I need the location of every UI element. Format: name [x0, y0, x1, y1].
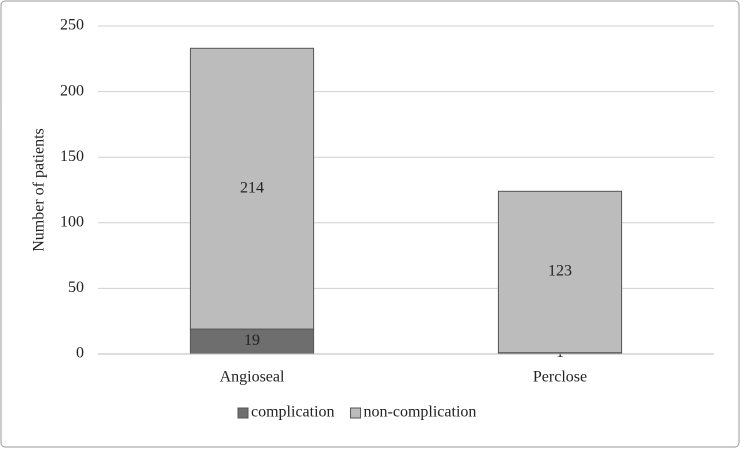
- y-axis-label: Number of patients: [31, 128, 48, 252]
- legend-label: complication: [251, 404, 335, 421]
- y-tick-label: 0: [76, 345, 84, 362]
- data-label: 19: [244, 332, 260, 349]
- data-label: 214: [240, 179, 264, 196]
- y-tick-label: 250: [60, 17, 84, 34]
- legend-swatch: [237, 407, 249, 419]
- y-tick-label: 150: [60, 148, 84, 165]
- bar-segment: [497, 190, 623, 354]
- y-tick-label: 200: [60, 82, 84, 99]
- legend-label: non-complication: [364, 404, 477, 421]
- y-tick-label: 100: [60, 213, 84, 230]
- x-tick-label: Perclose: [533, 369, 587, 386]
- legend-swatch: [350, 407, 362, 419]
- bar-segment: [189, 47, 315, 330]
- x-tick-label: Angioseal: [220, 369, 285, 386]
- data-label: 123: [548, 263, 572, 280]
- y-tick-label: 50: [68, 279, 84, 296]
